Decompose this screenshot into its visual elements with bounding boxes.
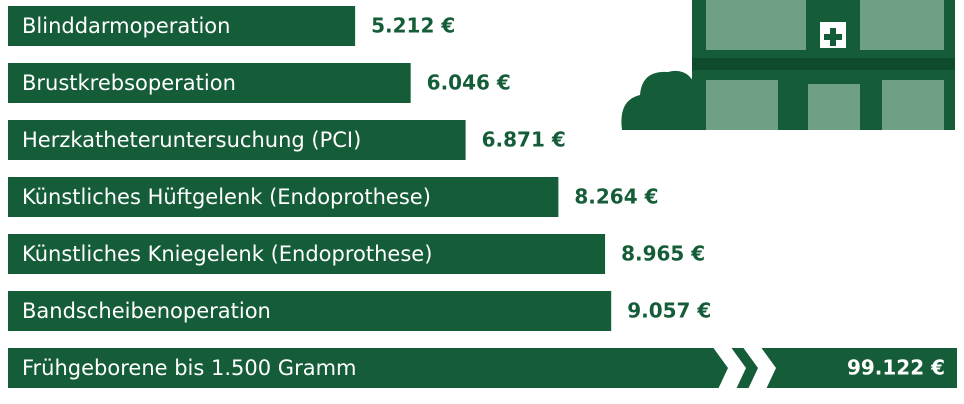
value-label: 8.965 € — [621, 242, 705, 266]
building-band — [692, 58, 955, 70]
category-label: Brustkrebsoperation — [22, 71, 236, 95]
window — [706, 0, 806, 50]
page: {"chart_data": {"type": "bar", "orientat… — [0, 0, 964, 404]
value-label: 6.046 € — [427, 71, 511, 95]
category-label: Herzkatheteruntersuchung (PCI) — [22, 128, 361, 152]
value-label: 5.212 € — [371, 14, 455, 38]
chart: Blinddarmoperation 5.212 € Brustkrebsopera… — [0, 0, 964, 404]
category-label: Blinddarmoperation — [22, 14, 230, 38]
value-label: 9.057 € — [627, 299, 711, 323]
category-label: Künstliches Kniegelenk (Endoprothese) — [22, 242, 432, 266]
hospital-illustration — [621, 0, 955, 130]
value-label: 6.871 € — [482, 128, 566, 152]
window — [882, 80, 944, 130]
category-label: Frühgeborene bis 1.500 Gramm — [22, 356, 357, 380]
window — [860, 0, 944, 50]
category-label: Bandscheibenoperation — [22, 299, 271, 323]
door — [808, 84, 860, 130]
value-label: 8.264 € — [574, 185, 658, 209]
window — [706, 80, 778, 130]
value-label: 99.122 € — [847, 356, 945, 380]
category-label: Künstliches Hüftgelenk (Endoprothese) — [22, 185, 431, 209]
